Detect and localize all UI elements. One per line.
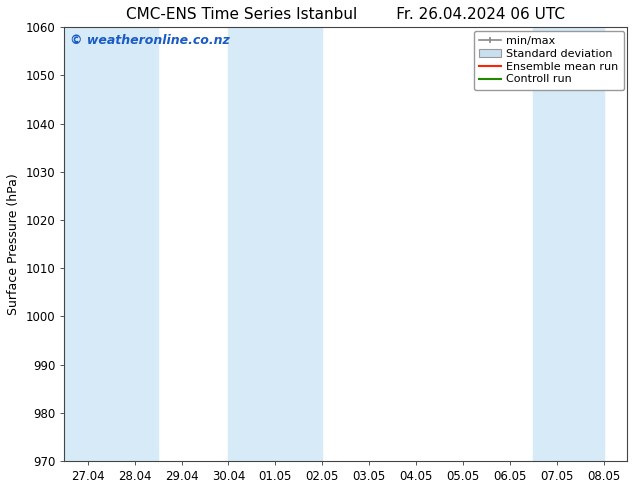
- Text: © weatheronline.co.nz: © weatheronline.co.nz: [70, 34, 230, 47]
- Bar: [533, 27, 604, 461]
- Bar: [64, 27, 158, 461]
- Y-axis label: Surface Pressure (hPa): Surface Pressure (hPa): [7, 173, 20, 315]
- Legend: min/max, Standard deviation, Ensemble mean run, Controll run: min/max, Standard deviation, Ensemble me…: [474, 30, 624, 90]
- Title: CMC-ENS Time Series Istanbul        Fr. 26.04.2024 06 UTC: CMC-ENS Time Series Istanbul Fr. 26.04.2…: [126, 7, 565, 22]
- Bar: [228, 27, 322, 461]
